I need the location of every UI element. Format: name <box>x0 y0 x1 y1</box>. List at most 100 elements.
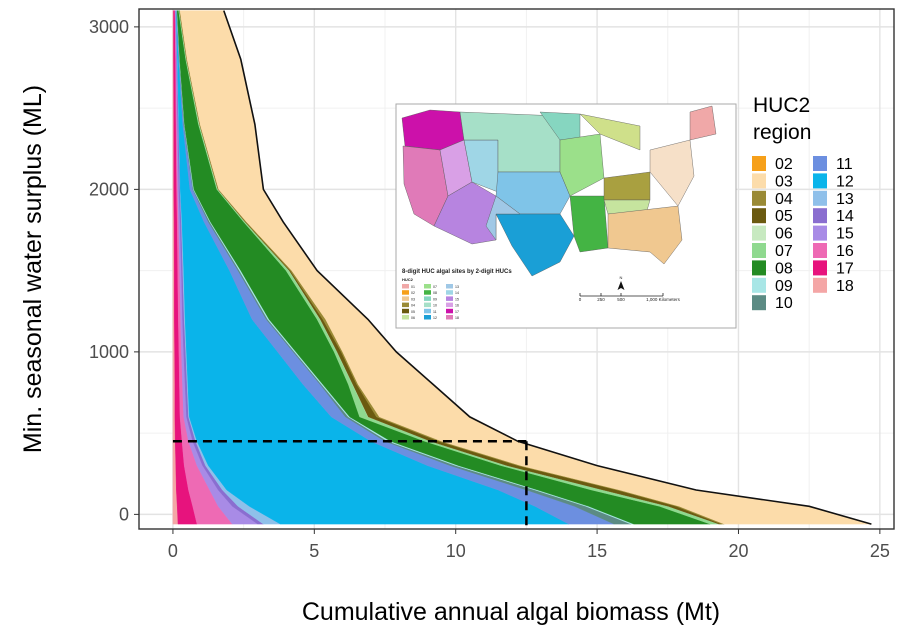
legend-key-12 <box>813 173 827 189</box>
scale-label-0: 0 <box>579 297 582 302</box>
svg-text:N: N <box>620 275 623 280</box>
legend-label-13: 13 <box>836 191 854 208</box>
inset-legend-key-05 <box>402 308 409 314</box>
map-region-12 <box>495 213 575 277</box>
legend-label-17: 17 <box>836 260 854 277</box>
inset-legend-label-15: 15 <box>455 297 459 301</box>
inset-legend-label-13: 13 <box>455 285 459 289</box>
inset-map-legend: HUC2 01 02 03 04 05 06 07 08 09 10 11 12 13 14 15 16 17 18 <box>402 277 459 320</box>
inset-legend-label-06: 06 <box>411 316 415 320</box>
legend-key-10 <box>752 295 766 311</box>
map-region-08 <box>569 195 609 253</box>
inset-legend-key-01 <box>402 284 409 289</box>
inset-legend-label-14: 14 <box>455 291 459 295</box>
inset-legend-label-02: 02 <box>411 291 415 295</box>
inset-legend-key-02 <box>402 290 409 295</box>
legend-label-09: 09 <box>775 278 793 295</box>
scale-label-250: 250 <box>597 297 605 302</box>
inset-legend-key-11 <box>424 308 431 314</box>
y-tick-label-3: 3000 <box>89 17 129 37</box>
inset-map-title: 8-digit HUC algal sites by 2-digit HUCs <box>402 269 512 275</box>
legend-key-16 <box>813 243 827 258</box>
legend-label-16: 16 <box>836 243 854 260</box>
inset-legend-key-03 <box>402 296 409 301</box>
inset-legend-key-15 <box>446 296 453 301</box>
legend-label-14: 14 <box>836 208 854 225</box>
inset-legend-label-08: 08 <box>433 291 437 295</box>
inset-legend-key-14 <box>446 290 453 295</box>
legend-label-04: 04 <box>775 191 793 208</box>
legend-label-15: 15 <box>836 226 854 243</box>
inset-legend-label-16: 16 <box>455 304 459 308</box>
inset-legend-key-18 <box>446 315 453 320</box>
north-arrow-icon: N <box>617 275 625 290</box>
inset-legend-label-05: 05 <box>411 310 415 314</box>
legend-key-09 <box>752 277 766 293</box>
plot-border <box>138 8 895 530</box>
legend-key-15 <box>813 225 827 241</box>
inset-legend-key-09 <box>424 296 431 301</box>
legend-label-05: 05 <box>775 208 793 225</box>
inset-legend-label-01: 01 <box>411 285 415 289</box>
x-axis: 0 5 10 15 20 25 <box>168 529 890 561</box>
scale-label-500: 500 <box>617 297 625 302</box>
legend-label-08: 08 <box>775 260 793 277</box>
inset-legend-label-03: 03 <box>411 297 415 301</box>
x-tick-label-0: 0 <box>168 541 178 561</box>
y-tick-label-1: 1000 <box>89 342 129 362</box>
inset-legend-key-17 <box>446 308 453 314</box>
map-region-07 <box>559 133 605 197</box>
legend-key-03 <box>752 173 766 189</box>
inset-legend-label-17: 17 <box>455 310 459 314</box>
inset-legend-key-16 <box>446 302 453 308</box>
inset-legend-key-04 <box>402 302 409 308</box>
inset-legend-key-12 <box>424 315 431 320</box>
legend-key-08 <box>752 260 766 276</box>
y-axis-title: Min. seasonal water surplus (ML) <box>19 85 47 453</box>
inset-legend-label-04: 04 <box>411 304 415 308</box>
legend-key-05 <box>752 208 766 224</box>
map-region-01 <box>689 105 717 141</box>
legend-label-06: 06 <box>775 226 793 243</box>
inset-legend-key-13 <box>446 284 453 289</box>
inset-legend-label-11: 11 <box>433 310 437 314</box>
legend-label-03: 03 <box>775 173 793 190</box>
legend-key-18 <box>813 277 827 293</box>
inset-legend-key-06 <box>402 315 409 320</box>
legend-label-12: 12 <box>836 173 854 190</box>
legend-key-11 <box>813 156 827 171</box>
us-map-regions <box>401 105 717 277</box>
inset-legend-label-10: 10 <box>433 304 437 308</box>
inset-legend-header: HUC2 <box>402 277 414 282</box>
legend-label-02: 02 <box>775 156 793 173</box>
map-region-02 <box>649 139 695 207</box>
x-tick-label-3: 15 <box>587 541 607 561</box>
legend-key-02 <box>752 156 766 171</box>
y-tick-label-2: 2000 <box>89 179 129 199</box>
x-axis-title: Cumulative annual algal biomass (Mt) <box>302 598 720 626</box>
legend-key-07 <box>752 243 766 258</box>
inset-legend-key-10 <box>424 302 431 308</box>
inset-legend-label-18: 18 <box>455 316 459 320</box>
legend-key-13 <box>813 190 827 206</box>
x-tick-label-5: 25 <box>870 541 890 561</box>
map-region-04 <box>579 113 641 151</box>
y-axis: 0 1000 2000 3000 <box>89 17 139 524</box>
legend-label-07: 07 <box>775 243 793 260</box>
x-tick-label-4: 20 <box>728 541 748 561</box>
legend-key-17 <box>813 260 827 276</box>
inset-legend-label-12: 12 <box>433 316 437 320</box>
legend-label-10: 10 <box>775 295 793 312</box>
legend-key-14 <box>813 208 827 224</box>
scale-label-1000: 1,000 Kilometers <box>646 297 681 302</box>
inset-legend-key-07 <box>424 284 431 289</box>
y-tick-label-0: 0 <box>119 504 129 524</box>
legend-label-18: 18 <box>836 278 854 295</box>
x-tick-label-2: 10 <box>446 541 466 561</box>
legend-title-line-2: region <box>753 121 811 144</box>
legend-title-line-1: HUC2 <box>753 94 810 117</box>
inset-legend-label-07: 07 <box>433 285 437 289</box>
x-tick-label-1: 5 <box>309 541 319 561</box>
